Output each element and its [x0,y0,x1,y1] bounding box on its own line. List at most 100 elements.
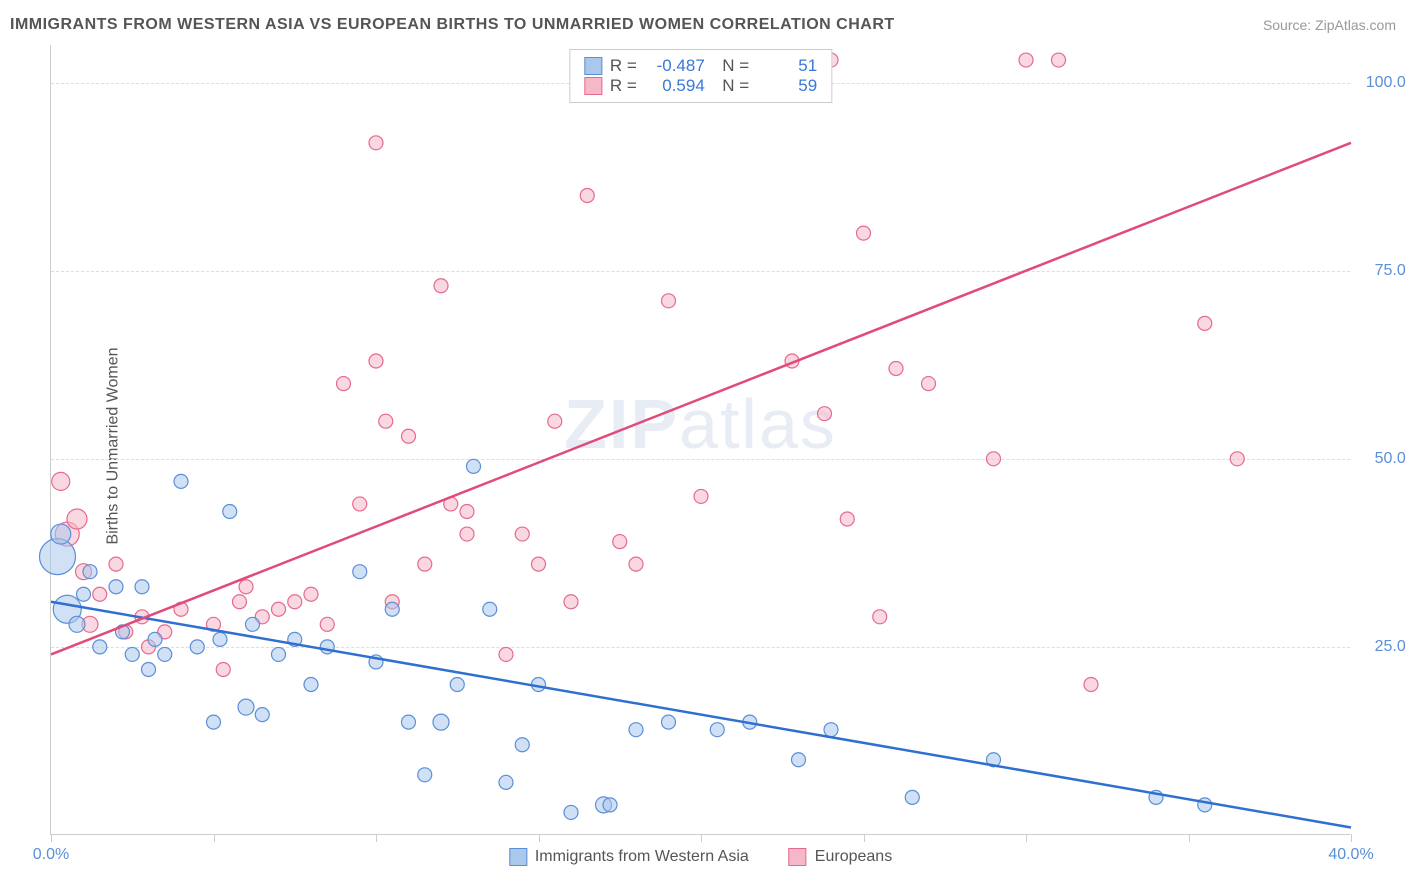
scatter-point [889,362,903,376]
x-tick-label: 40.0% [1328,846,1373,864]
scatter-point [603,798,617,812]
scatter-point [402,715,416,729]
scatter-point [288,595,302,609]
scatter-point [467,459,481,473]
scatter-point [857,226,871,240]
scatter-point [662,715,676,729]
scatter-point [304,678,318,692]
scatter-point [67,509,87,529]
scatter-point [320,617,334,631]
scatter-point [51,524,71,544]
stats-n-value: 59 [757,76,817,96]
source-attribution: Source: ZipAtlas.com [1263,17,1396,33]
stats-row: R = 0.594 N = 59 [584,76,817,96]
x-tick [539,834,540,842]
scatter-point [873,610,887,624]
scatter-point [52,472,70,490]
scatter-point [272,647,286,661]
legend-label: Europeans [815,848,892,866]
scatter-point [190,640,204,654]
y-tick-label: 25.0% [1360,638,1406,656]
scatter-point [1198,316,1212,330]
scatter-point [499,775,513,789]
scatter-point [216,662,230,676]
scatter-point [69,616,85,632]
legend-item: Europeans [789,848,892,866]
x-axis-legend: Immigrants from Western Asia Europeans [509,848,892,866]
scatter-point [629,723,643,737]
trend-line [51,143,1351,655]
scatter-point [662,294,676,308]
scatter-point [433,714,449,730]
scatter-point [1019,53,1033,67]
scatter-point [379,414,393,428]
scatter-point [792,753,806,767]
x-tick [1351,834,1352,842]
scatter-point [694,489,708,503]
scatter-point [564,805,578,819]
scatter-point [369,354,383,368]
scatter-point [353,565,367,579]
title-bar: IMMIGRANTS FROM WESTERN ASIA VS EUROPEAN… [10,10,1396,40]
stats-swatch-series2 [584,77,602,95]
legend-swatch-series1 [509,848,527,866]
scatter-point [272,602,286,616]
scatter-point [548,414,562,428]
scatter-point [434,279,448,293]
x-tick [701,834,702,842]
scatter-point [418,768,432,782]
scatter-point [83,565,97,579]
scatter-point [385,602,399,616]
stats-r-value: 0.594 [645,76,705,96]
scatter-point [532,557,546,571]
scatter-point [148,632,162,646]
stats-label: R = [610,56,637,76]
scatter-point [369,136,383,150]
scatter-point [987,452,1001,466]
scatter-point [304,587,318,601]
x-tick [214,834,215,842]
scatter-point [246,617,260,631]
scatter-point [93,587,107,601]
legend-swatch-series2 [789,848,807,866]
scatter-point [142,662,156,676]
y-tick-label: 100.0% [1360,74,1406,92]
scatter-point [109,557,123,571]
scatter-point [353,497,367,511]
x-tick [1026,834,1027,842]
legend-item: Immigrants from Western Asia [509,848,749,866]
scatter-point [77,587,91,601]
scatter-point [1230,452,1244,466]
scatter-point [483,602,497,616]
scatter-point [238,699,254,715]
scatter-point [213,632,227,646]
scatter-point [460,527,474,541]
scatter-point [1084,678,1098,692]
legend-label: Immigrants from Western Asia [535,848,749,866]
scatter-point [840,512,854,526]
stats-r-value: -0.487 [645,56,705,76]
scatter-point [499,647,513,661]
scatter-point [1052,53,1066,67]
stats-swatch-series1 [584,57,602,75]
scatter-point [158,647,172,661]
correlation-stats-box: R = -0.487 N = 51 R = 0.594 N = 59 [569,49,832,103]
x-tick [376,834,377,842]
scatter-point [93,640,107,654]
scatter-point [207,715,221,729]
scatter-point [418,557,432,571]
stats-label: N = [713,76,749,96]
x-tick [1189,834,1190,842]
stats-n-value: 51 [757,56,817,76]
scatter-point [905,790,919,804]
scatter-point [337,377,351,391]
scatter-point [125,647,139,661]
scatter-point [629,557,643,571]
scatter-point [233,595,247,609]
y-tick-label: 75.0% [1360,262,1406,280]
scatter-point [135,580,149,594]
scatter-point [515,527,529,541]
plot-area: ZIPatlas 25.0%50.0%75.0%100.0% 0.0%40.0%… [50,45,1350,835]
x-tick-label: 0.0% [33,846,69,864]
scatter-point [922,377,936,391]
